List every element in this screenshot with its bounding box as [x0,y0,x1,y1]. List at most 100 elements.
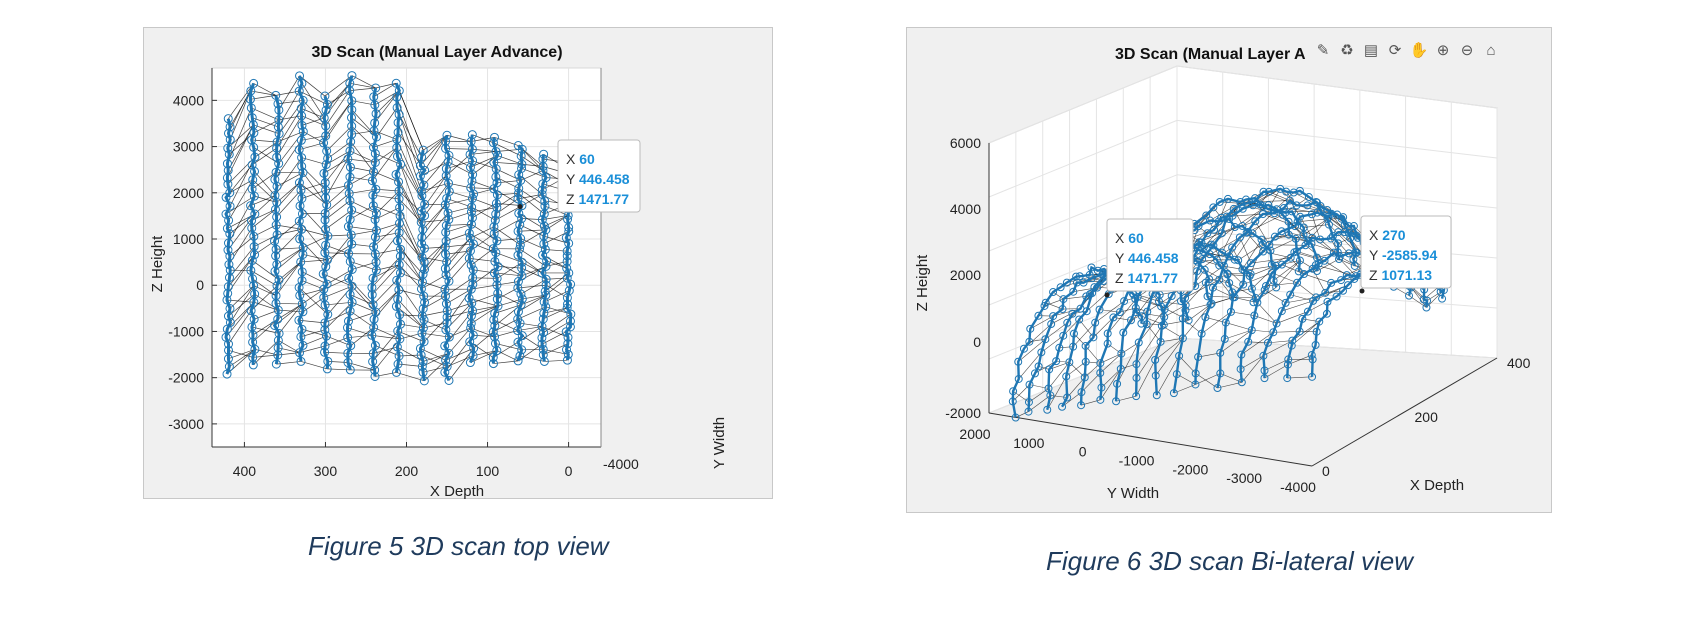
scan-point [271,90,281,100]
mesh-edge [376,107,398,138]
data-tip[interactable]: X 60 Y 446.458 Z 1471.77 [1106,218,1194,292]
scan-point [320,91,330,101]
y-tick-label: 2000 [959,426,990,442]
scan-point [368,167,378,177]
scan-point [561,327,571,337]
scan-point [1240,266,1249,275]
mesh-edge [326,125,352,152]
z-tick-label: 6000 [950,135,981,151]
scan-point [1072,278,1081,287]
scan-point [563,339,573,349]
mesh-edge [348,311,376,322]
mesh-edge [301,166,326,191]
mesh-edge [229,213,256,234]
data-tip[interactable]: X 60 Y 446.458 Z 1471.77 [557,139,641,213]
pan-icon[interactable]: ✋ [1409,42,1429,59]
scan-point [540,196,550,206]
scan-point [515,351,525,361]
scan-point [1287,341,1296,350]
scan-point [1205,275,1214,284]
scan-point [1235,233,1244,242]
mesh-edge [398,90,424,151]
mesh-edge [276,247,304,265]
data-tip[interactable]: X 270 Y -2585.94 Z 1071.13 [1360,215,1452,289]
scan-point [1062,372,1071,381]
mesh-edge [1182,318,1202,334]
scan-point [1339,213,1348,222]
z-tick-label: -3000 [168,416,204,432]
scan-point [347,205,357,215]
scan-point [272,197,282,207]
scan-point [225,135,235,145]
scan-point [371,265,381,275]
y-tick-label: 0 [1079,444,1087,460]
mesh-edge [398,114,422,158]
scan-point [247,160,257,170]
rotate-icon[interactable]: ⟳ [1388,42,1402,59]
scan-point [517,214,527,224]
scan-point [1292,201,1301,210]
scan-point [1152,391,1161,400]
mesh-edge [400,256,423,283]
scan-point [1334,228,1343,237]
scan-point [1080,373,1089,382]
scan-point [1260,366,1269,375]
zoom-in-icon[interactable]: ⊕ [1436,42,1450,59]
scan-point [562,251,572,261]
scan-point [1046,391,1055,400]
scan-point [490,321,500,331]
mesh-edge [1328,224,1357,253]
scan-point [225,122,235,132]
scan-point [1259,187,1268,196]
scan-point [274,129,284,139]
scan-point [1063,393,1072,402]
scan-point [273,99,283,109]
data-tip-icon[interactable]: ♻ [1340,42,1354,59]
scan-point [469,189,479,199]
layer-profile [1153,203,1320,396]
scan-point [1312,327,1321,336]
scan-point [1093,283,1102,292]
scan-point [1043,405,1052,414]
scan-point [222,295,232,305]
brush-icon[interactable]: ✎ [1316,42,1330,59]
scan-point [250,250,260,260]
data-tip-anchor [517,204,523,210]
scan-point [420,165,430,175]
scan-point [224,260,234,270]
scan-point [537,215,547,225]
mesh-edge [1312,237,1335,253]
zoom-out-icon[interactable]: ⊖ [1460,42,1474,59]
scan-point [1133,292,1142,301]
scan-point [1058,305,1067,314]
mesh-edge [1095,300,1125,323]
scan-point [249,78,259,88]
scan-point [1349,255,1358,264]
mesh-edge [1100,368,1122,400]
mesh-edge [1264,364,1289,379]
mesh-edge [445,243,474,276]
mesh-edge [274,220,300,242]
mesh-edge [472,203,497,219]
mesh-edge [371,264,400,295]
scan-point [1251,194,1260,203]
scan-point [1210,225,1219,234]
mesh-edge [298,220,326,253]
scan-point [1295,256,1304,265]
scan-point [1081,357,1090,366]
mesh-edge [1048,362,1070,389]
scan-point [1222,212,1231,221]
scan-point [370,100,380,110]
mesh-edge [494,304,522,314]
mesh-edge [396,306,424,329]
mesh-edge [1045,322,1068,340]
home-icon[interactable]: ⌂ [1486,41,1496,59]
mesh-edge [1292,321,1320,341]
scan-point [1207,299,1216,308]
scan-point [417,232,427,242]
mesh-edge [493,218,522,234]
mesh-edge [446,160,473,170]
legend-icon[interactable]: ▤ [1363,42,1379,59]
scan-point [1309,296,1318,305]
mesh-edge [301,83,325,119]
